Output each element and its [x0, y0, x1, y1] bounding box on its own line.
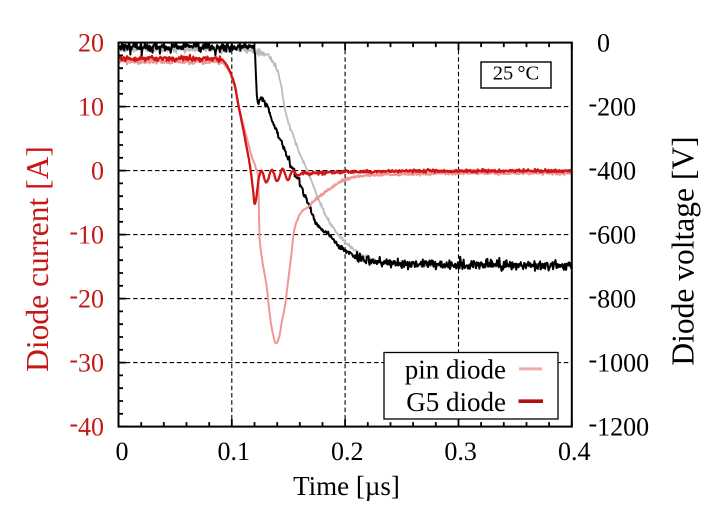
svg-text:Diode current [A]: Diode current [A] [20, 146, 55, 372]
svg-text:-800: -800 [589, 281, 637, 314]
svg-text:G5 diode: G5 diode [406, 387, 506, 417]
svg-text:-20: -20 [69, 281, 104, 314]
svg-text:-1000: -1000 [589, 345, 650, 378]
svg-text:-30: -30 [69, 345, 104, 378]
svg-text:-1200: -1200 [589, 409, 650, 442]
svg-text:-40: -40 [69, 409, 104, 442]
svg-text:Diode voltage [V]: Diode voltage [V] [666, 136, 701, 365]
svg-text:0: 0 [91, 157, 104, 186]
svg-text:-200: -200 [589, 89, 637, 122]
svg-text:Time [µs]: Time [µs] [293, 471, 400, 501]
svg-text:0: 0 [116, 437, 129, 466]
svg-text:-400: -400 [589, 153, 637, 186]
svg-text:25 °C: 25 °C [493, 63, 539, 85]
svg-text:10: 10 [78, 93, 104, 122]
svg-text:0.2: 0.2 [331, 437, 364, 466]
svg-text:20: 20 [78, 29, 104, 58]
svg-text:-10: -10 [69, 217, 104, 250]
svg-text:0.4: 0.4 [558, 437, 591, 466]
svg-text:0: 0 [597, 29, 610, 58]
svg-text:pin diode: pin diode [405, 355, 506, 385]
svg-text:-600: -600 [589, 217, 637, 250]
svg-text:0.3: 0.3 [444, 437, 477, 466]
svg-text:0.1: 0.1 [218, 437, 251, 466]
